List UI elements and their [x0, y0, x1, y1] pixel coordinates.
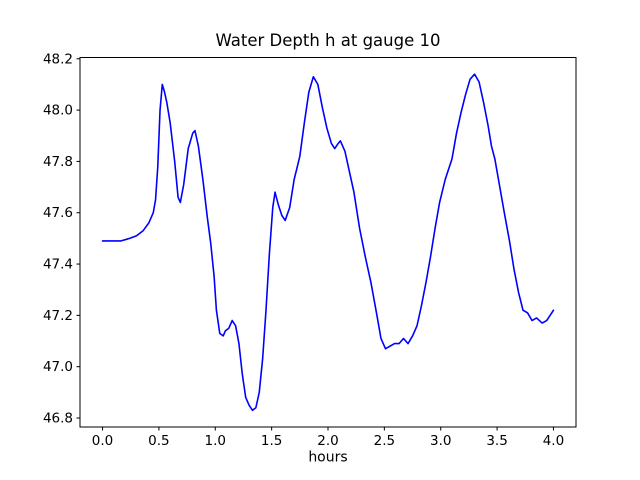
chart-title: Water Depth h at gauge 10 — [216, 31, 441, 50]
y-tick-label: 47.6 — [43, 205, 73, 221]
x-tick-label: 0.5 — [148, 433, 169, 449]
y-tick-label: 47.8 — [43, 154, 73, 170]
plot-border — [79, 57, 577, 428]
x-tick-label: 3.5 — [486, 433, 507, 449]
y-tick-label: 47.0 — [43, 359, 73, 375]
x-tick-label: 2.5 — [374, 433, 395, 449]
y-tick-label: 47.4 — [43, 257, 73, 273]
y-tick-label: 48.2 — [43, 51, 73, 67]
y-tick-label: 48.0 — [43, 103, 73, 119]
water-depth-data-line — [101, 73, 555, 412]
x-tick-label: 1.5 — [261, 433, 282, 449]
y-tick-label: 46.8 — [43, 411, 73, 427]
x-tick-label: 0.0 — [92, 433, 113, 449]
x-tick-label: 3.0 — [430, 433, 451, 449]
axes-ticks: 0.0 0.5 1.0 1.5 2.0 2.5 3.0 3.5 4.0 46.8 47.0 47.2 4… — [43, 51, 564, 449]
x-tick-label: 4.0 — [543, 433, 564, 449]
x-tick-label: 2.0 — [317, 433, 338, 449]
y-tick-label: 47.2 — [43, 308, 73, 324]
x-axis-label: hours — [308, 450, 347, 466]
x-tick-label: 1.0 — [205, 433, 226, 449]
